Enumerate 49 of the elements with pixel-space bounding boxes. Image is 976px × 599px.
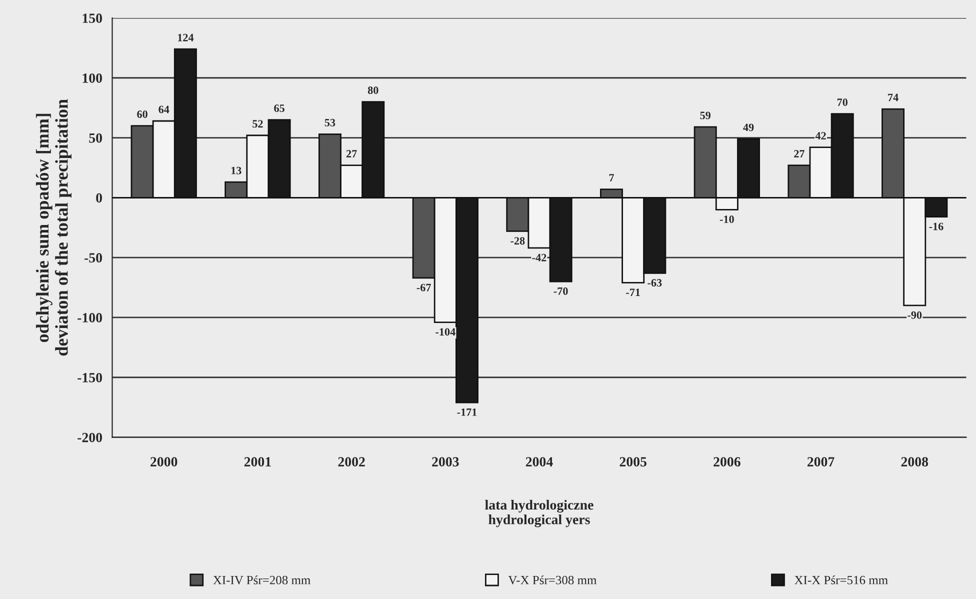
- y-tick-label: 0: [96, 193, 102, 203]
- y-axis-title: odchylenie sum opadów [mm] deviaton of the total precipitation: [36, 99, 72, 356]
- x-tick-label: 2005: [620, 457, 646, 466]
- data-label: 49: [743, 124, 754, 132]
- data-label: -16: [929, 222, 944, 230]
- x-tick-label: 2001: [244, 457, 271, 466]
- x-tick-label: 2007: [807, 457, 834, 466]
- data-label: -70: [554, 287, 568, 295]
- data-label: 124: [178, 34, 194, 42]
- x-axis-title: lata hydrologiczne hydrological yers: [485, 500, 594, 528]
- data-label: 27: [346, 150, 357, 158]
- data-label: -28: [510, 237, 525, 245]
- legend-label: XI-IV Pśr=208 mm: [213, 575, 310, 584]
- x-tick-label: 2008: [901, 457, 928, 466]
- data-label: -63: [648, 279, 662, 287]
- data-label: 53: [324, 118, 336, 126]
- data-label: -90: [908, 311, 922, 319]
- data-label: 65: [274, 104, 284, 112]
- data-label: -71: [626, 288, 640, 296]
- x-tick-label: 2002: [338, 457, 365, 466]
- data-label: -171: [457, 408, 477, 416]
- data-label: 13: [231, 166, 242, 174]
- data-label: 52: [252, 120, 263, 128]
- x-tick-label: 2004: [526, 457, 553, 466]
- data-label: 7: [609, 174, 614, 182]
- data-label: 70: [837, 98, 848, 106]
- data-label: 27: [794, 150, 804, 158]
- y-tick-label: -200: [78, 432, 102, 442]
- legend-label: XI-X Pśr=516 mm: [794, 575, 888, 584]
- y-tick-label: -100: [78, 313, 102, 322]
- y-tick-label: -150: [78, 372, 102, 382]
- data-label: 74: [888, 94, 898, 102]
- data-label: -10: [720, 216, 734, 224]
- y-tick-label: -50: [84, 253, 102, 263]
- x-tick-label: 2006: [714, 457, 740, 466]
- data-label: 60: [137, 110, 148, 118]
- y-tick-label: 50: [89, 133, 102, 143]
- legend-label: V-X Pśr=308 mm: [508, 575, 597, 584]
- data-label: -42: [532, 254, 546, 262]
- x-tick-label: 2000: [150, 457, 178, 466]
- data-label: 42: [815, 132, 826, 140]
- y-tick-label: 100: [82, 73, 102, 83]
- data-label: -67: [416, 284, 431, 292]
- y-tick-label: 150: [82, 14, 102, 23]
- data-label: 59: [700, 112, 710, 120]
- x-tick-label: 2003: [432, 457, 459, 466]
- data-label: -104: [436, 328, 456, 336]
- data-label: 80: [368, 86, 378, 94]
- data-label: 64: [158, 106, 170, 114]
